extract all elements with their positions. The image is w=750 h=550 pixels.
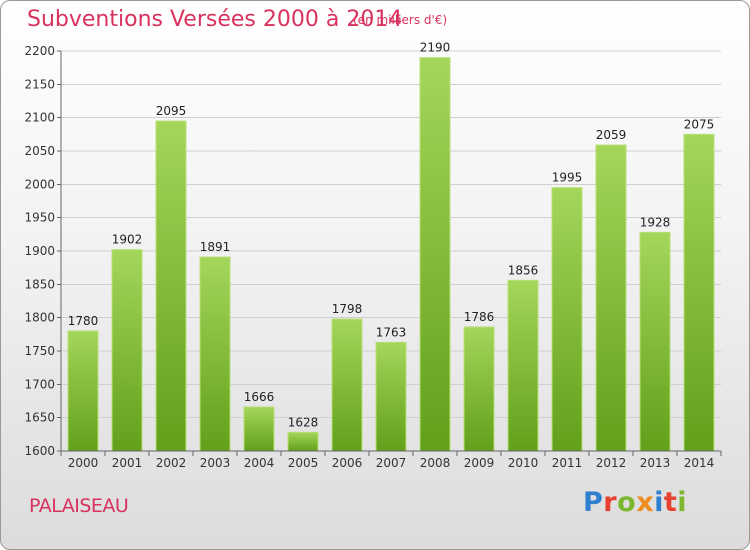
data-label: 1763 <box>376 325 407 339</box>
x-tick-label: 2003 <box>200 456 231 470</box>
x-tick-label: 2014 <box>684 456 715 470</box>
chart-title: Subventions Versées 2000 à 2014 <box>27 7 403 32</box>
bar <box>243 406 275 452</box>
y-tick-label: 2150 <box>24 77 55 91</box>
bar <box>287 431 319 452</box>
x-tick-label: 2004 <box>244 456 275 470</box>
logo-letter: t <box>663 487 678 518</box>
y-tick-label: 2100 <box>24 111 55 125</box>
x-tick-label: 2002 <box>156 456 187 470</box>
bar-series <box>67 57 715 452</box>
x-tick-label: 2011 <box>552 456 583 470</box>
y-tick-label: 1900 <box>24 244 55 258</box>
x-tick-label: 2013 <box>640 456 671 470</box>
x-tick-label: 2008 <box>420 456 451 470</box>
y-tick-label: 1750 <box>24 344 55 358</box>
data-label: 1995 <box>552 171 583 185</box>
data-label: 1928 <box>640 215 671 229</box>
data-label: 1786 <box>464 310 495 324</box>
data-label: 1891 <box>200 240 231 254</box>
bar <box>199 256 231 452</box>
x-tick-label: 2006 <box>332 456 363 470</box>
data-label: 1666 <box>244 390 275 404</box>
bar <box>507 279 539 452</box>
y-tick-label: 1650 <box>24 411 55 425</box>
bar <box>155 120 187 452</box>
bar <box>595 144 627 452</box>
data-label: 2095 <box>156 104 187 118</box>
logo-letter: i <box>677 487 688 518</box>
data-label: 1902 <box>112 233 143 247</box>
y-tick-label: 2000 <box>24 177 55 191</box>
y-tick-label: 1600 <box>24 444 55 458</box>
logo-letter: o <box>617 487 637 518</box>
logo-letter: i <box>654 487 664 518</box>
logo-letter: P <box>583 487 604 518</box>
data-label: 2059 <box>596 128 627 142</box>
place-name: PALAISEAU <box>29 495 129 517</box>
bar <box>551 187 583 452</box>
data-labels: 1780 1902 2095 1891 1666 1628 1798 1763 2190 1786… <box>68 41 715 430</box>
bar <box>683 133 715 452</box>
x-axis: 2000 2001 2002 2003 2004 2005 2006 2007 2008 2009… <box>60 450 722 470</box>
bar <box>419 57 451 452</box>
bar <box>111 249 143 452</box>
data-label: 1780 <box>68 314 99 328</box>
y-tick-label: 2200 <box>24 44 55 58</box>
data-label: 1628 <box>288 415 319 429</box>
logo-letter: x <box>636 487 655 518</box>
x-tick-label: 2009 <box>464 456 495 470</box>
x-tick-label: 2005 <box>288 456 319 470</box>
bar <box>375 341 407 452</box>
logo-letter: r <box>603 487 618 518</box>
data-label: 1856 <box>508 263 539 277</box>
x-tick-label: 2010 <box>508 456 539 470</box>
data-label: 2190 <box>420 41 451 55</box>
x-tick-label: 2012 <box>596 456 627 470</box>
data-label: 1798 <box>332 302 363 316</box>
x-tick-label: 2007 <box>376 456 407 470</box>
x-tick-label: 2001 <box>112 456 143 470</box>
y-axis: 1600 1650 1700 1750 1800 1850 1900 1950 2000 2050… <box>24 44 62 458</box>
bar <box>463 326 495 452</box>
y-tick-label: 1800 <box>24 311 55 325</box>
chart-unit: (en milliers d'€) <box>353 13 448 27</box>
y-tick-label: 1950 <box>24 211 55 225</box>
y-tick-label: 1850 <box>24 277 55 291</box>
bar <box>67 330 99 452</box>
y-tick-label: 2050 <box>24 144 55 158</box>
bar <box>331 318 363 452</box>
x-tick-label: 2000 <box>68 456 99 470</box>
bar <box>639 231 671 452</box>
proxiti-logo: Proxiti <box>583 487 687 518</box>
data-label: 2075 <box>684 117 715 131</box>
y-tick-label: 1700 <box>24 377 55 391</box>
